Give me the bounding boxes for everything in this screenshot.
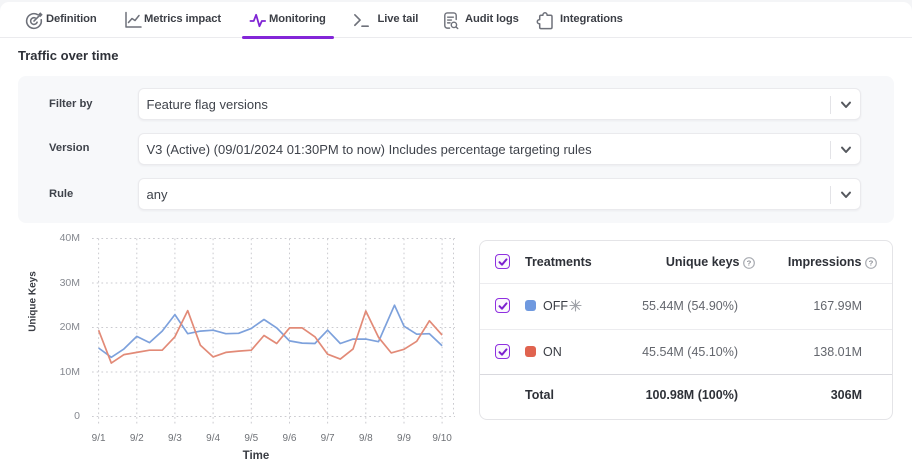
svg-text:?: ? (747, 259, 752, 268)
svg-text:?: ? (869, 259, 874, 268)
